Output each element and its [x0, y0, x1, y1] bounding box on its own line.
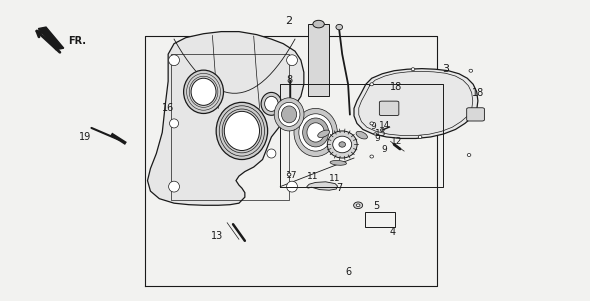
Ellipse shape — [469, 69, 473, 72]
Ellipse shape — [278, 102, 300, 126]
Polygon shape — [38, 27, 64, 50]
Ellipse shape — [265, 96, 278, 111]
Ellipse shape — [370, 122, 373, 125]
Ellipse shape — [333, 136, 352, 153]
Ellipse shape — [373, 133, 377, 135]
Ellipse shape — [287, 181, 297, 192]
Text: 3: 3 — [442, 64, 449, 74]
Ellipse shape — [307, 123, 324, 142]
Text: 18: 18 — [391, 82, 402, 92]
Ellipse shape — [353, 202, 363, 209]
FancyBboxPatch shape — [308, 24, 329, 96]
Text: 15: 15 — [375, 129, 386, 138]
Ellipse shape — [274, 98, 304, 131]
Text: 6: 6 — [345, 267, 351, 278]
Ellipse shape — [336, 24, 343, 30]
FancyBboxPatch shape — [467, 108, 484, 121]
Ellipse shape — [267, 149, 276, 158]
Ellipse shape — [317, 130, 330, 138]
Ellipse shape — [191, 78, 216, 105]
Text: 4: 4 — [389, 227, 395, 237]
Ellipse shape — [169, 55, 179, 66]
Ellipse shape — [183, 70, 224, 113]
Ellipse shape — [216, 102, 268, 160]
Text: 11: 11 — [329, 174, 341, 183]
Ellipse shape — [169, 181, 179, 192]
Ellipse shape — [370, 83, 373, 86]
Ellipse shape — [411, 68, 415, 71]
Ellipse shape — [281, 106, 297, 123]
Text: 14: 14 — [379, 121, 391, 130]
Text: 9: 9 — [375, 134, 381, 143]
Ellipse shape — [294, 108, 337, 157]
Ellipse shape — [339, 142, 346, 147]
Text: 5: 5 — [373, 201, 379, 211]
Polygon shape — [148, 32, 304, 205]
Ellipse shape — [381, 129, 384, 132]
Text: 19: 19 — [80, 132, 91, 142]
Ellipse shape — [418, 135, 422, 138]
Text: 17: 17 — [286, 171, 297, 180]
Polygon shape — [354, 69, 478, 138]
Ellipse shape — [356, 204, 360, 206]
Text: 10: 10 — [309, 132, 320, 141]
Text: 20: 20 — [312, 109, 323, 119]
Ellipse shape — [287, 55, 297, 66]
Text: 9: 9 — [382, 145, 388, 154]
Ellipse shape — [299, 114, 332, 151]
Text: 16: 16 — [162, 103, 174, 113]
FancyBboxPatch shape — [379, 101, 399, 116]
Text: 13: 13 — [211, 231, 223, 241]
Ellipse shape — [330, 160, 346, 165]
Text: 8: 8 — [286, 75, 292, 85]
Ellipse shape — [370, 155, 373, 158]
Text: FR.: FR. — [68, 36, 86, 46]
Text: 11: 11 — [307, 172, 319, 181]
Ellipse shape — [327, 131, 357, 158]
Ellipse shape — [313, 20, 324, 28]
Ellipse shape — [467, 154, 471, 157]
Text: 2: 2 — [286, 16, 293, 26]
Ellipse shape — [356, 131, 368, 139]
Polygon shape — [307, 182, 337, 190]
Text: 11: 11 — [287, 116, 299, 126]
Text: 18: 18 — [472, 88, 484, 98]
Text: 7: 7 — [336, 183, 342, 193]
Ellipse shape — [261, 92, 281, 115]
Ellipse shape — [224, 111, 260, 150]
Ellipse shape — [475, 111, 478, 114]
Ellipse shape — [303, 118, 329, 147]
Text: 9: 9 — [371, 122, 376, 131]
Ellipse shape — [287, 173, 291, 176]
Ellipse shape — [169, 119, 179, 128]
Text: 21: 21 — [282, 105, 294, 115]
Text: 12: 12 — [391, 137, 402, 146]
